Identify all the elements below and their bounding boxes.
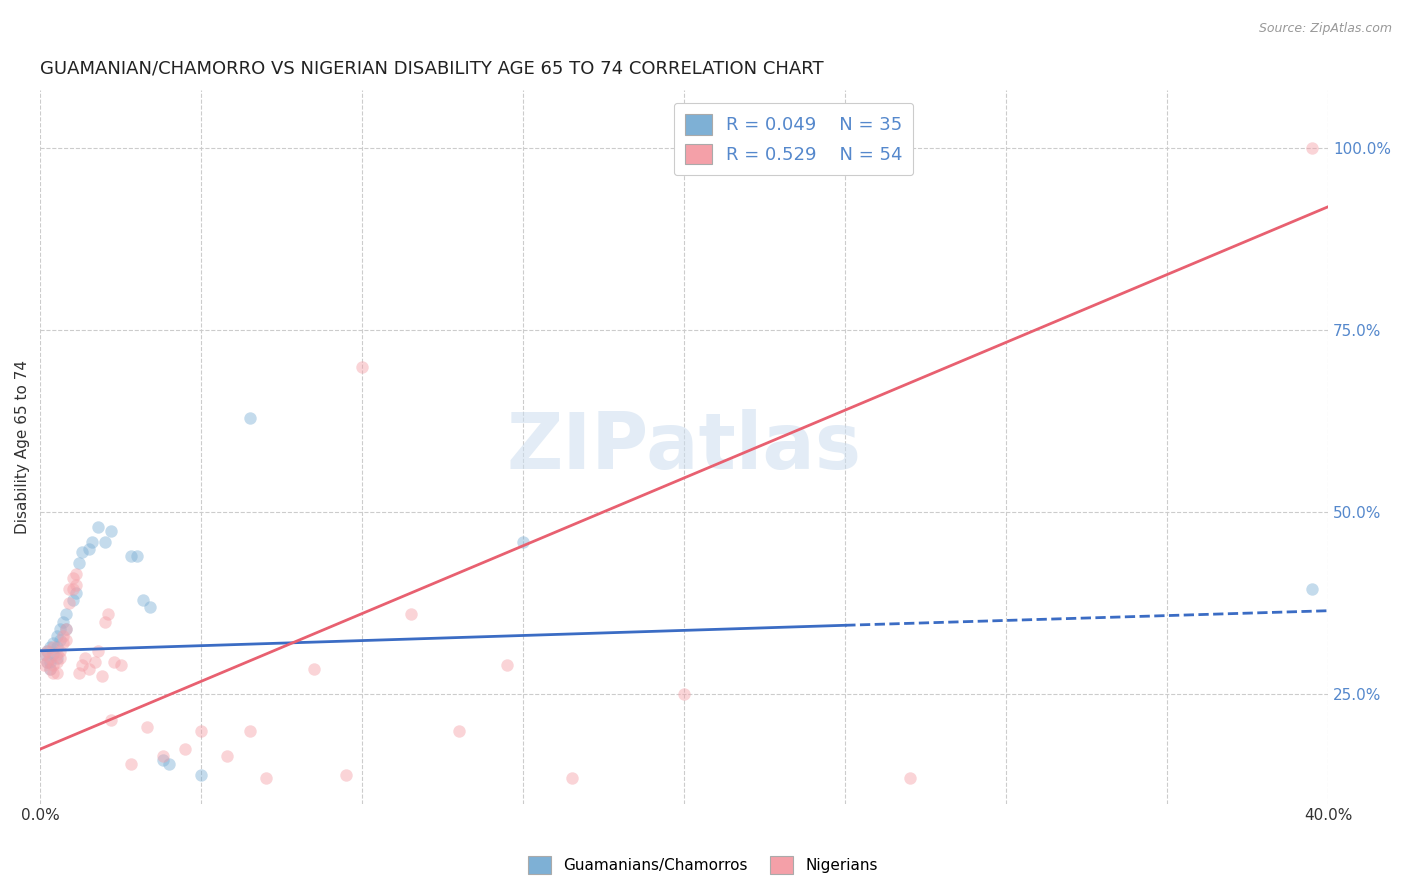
Text: Source: ZipAtlas.com: Source: ZipAtlas.com <box>1258 22 1392 36</box>
Point <box>55 607 77 622</box>
Point <box>42 665 65 680</box>
Point <box>302 662 325 676</box>
Point <box>120 756 142 771</box>
Point <box>447 723 470 738</box>
Point <box>52 629 75 643</box>
Point <box>100 713 122 727</box>
Point <box>65 567 87 582</box>
Y-axis label: Disability Age 65 to 74: Disability Age 65 to 74 <box>15 360 30 534</box>
Legend: R = 0.049    N = 35, R = 0.529    N = 54: R = 0.049 N = 35, R = 0.529 N = 54 <box>673 103 914 175</box>
Point <box>399 607 422 622</box>
Point <box>496 658 519 673</box>
Point <box>55 632 77 647</box>
Point <box>174 742 197 756</box>
Text: GUAMANIAN/CHAMORRO VS NIGERIAN DISABILITY AGE 65 TO 74 CORRELATION CHART: GUAMANIAN/CHAMORRO VS NIGERIAN DISABILIT… <box>41 60 824 78</box>
Point <box>58 582 80 596</box>
Point <box>39 655 62 669</box>
Point <box>72 545 94 559</box>
Point <box>352 359 374 374</box>
Point <box>65 585 87 599</box>
Point <box>254 771 277 785</box>
Point <box>65 578 87 592</box>
Point <box>39 651 62 665</box>
Point <box>110 658 132 673</box>
Point <box>139 600 162 615</box>
Point <box>157 756 180 771</box>
Point <box>55 622 77 636</box>
Legend: Guamanians/Chamorros, Nigerians: Guamanians/Chamorros, Nigerians <box>522 850 884 880</box>
Point <box>77 662 100 676</box>
Point <box>62 582 84 596</box>
Point <box>80 534 103 549</box>
Point <box>87 520 110 534</box>
Point <box>39 662 62 676</box>
Point <box>35 655 58 669</box>
Point <box>103 655 125 669</box>
Point <box>898 771 921 785</box>
Point <box>67 557 90 571</box>
Point <box>673 688 696 702</box>
Point <box>72 658 94 673</box>
Point <box>62 592 84 607</box>
Point <box>52 636 75 650</box>
Point <box>1301 582 1323 596</box>
Point <box>45 665 67 680</box>
Point <box>152 749 174 764</box>
Point <box>48 632 70 647</box>
Point <box>87 644 110 658</box>
Point <box>97 607 120 622</box>
Point <box>55 622 77 636</box>
Point <box>90 669 112 683</box>
Point <box>94 534 117 549</box>
Point <box>42 640 65 654</box>
Point <box>561 771 583 785</box>
Point <box>190 767 212 781</box>
Point <box>84 655 107 669</box>
Point <box>45 640 67 654</box>
Point <box>132 592 155 607</box>
Point <box>48 651 70 665</box>
Point <box>94 615 117 629</box>
Point <box>217 749 239 764</box>
Point <box>239 410 262 425</box>
Point <box>190 723 212 738</box>
Point <box>120 549 142 563</box>
Point <box>32 658 55 673</box>
Point <box>39 640 62 654</box>
Point <box>512 534 534 549</box>
Point <box>42 658 65 673</box>
Point <box>135 720 157 734</box>
Point <box>58 597 80 611</box>
Point <box>45 651 67 665</box>
Point <box>35 644 58 658</box>
Point <box>62 571 84 585</box>
Point <box>1301 141 1323 155</box>
Point <box>42 636 65 650</box>
Point <box>45 648 67 662</box>
Point <box>100 524 122 538</box>
Point <box>152 753 174 767</box>
Point <box>48 644 70 658</box>
Point <box>67 665 90 680</box>
Point <box>77 541 100 556</box>
Point <box>125 549 148 563</box>
Point <box>75 651 97 665</box>
Point <box>45 629 67 643</box>
Point <box>32 648 55 662</box>
Point <box>35 644 58 658</box>
Point <box>35 655 58 669</box>
Point <box>239 723 262 738</box>
Point <box>335 767 357 781</box>
Point <box>32 648 55 662</box>
Point <box>42 648 65 662</box>
Text: ZIPatlas: ZIPatlas <box>506 409 862 485</box>
Point <box>48 622 70 636</box>
Point <box>52 615 75 629</box>
Point <box>39 662 62 676</box>
Point <box>45 655 67 669</box>
